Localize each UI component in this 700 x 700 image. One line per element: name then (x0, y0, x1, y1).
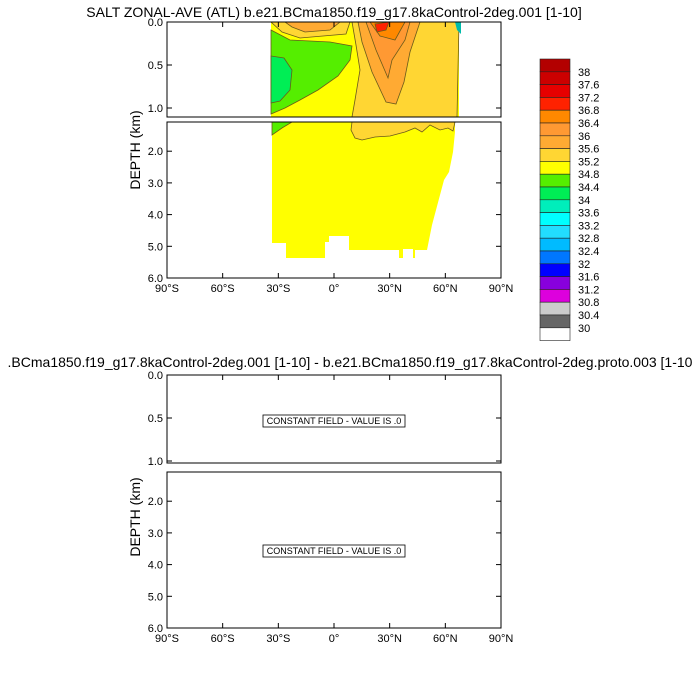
contour-fill-34.8 (270, 29, 353, 115)
colorbar-label: 37.6 (578, 80, 599, 92)
annotation-box (262, 414, 406, 428)
colorbar-label: 36 (578, 131, 590, 143)
colorbar-label: 32 (578, 259, 590, 271)
contour-field (269, 21, 461, 258)
colorbar: 3837.637.236.836.43635.635.234.834.43433… (539, 58, 599, 341)
axes: 90°S 60°S 30°S 0° 30°N 60°N 90°N 0.0 0.5 1.0 2.0 3.… (148, 370, 514, 645)
x-tick-label: 60°S (211, 283, 235, 295)
colorbar-label: 36.8 (578, 105, 599, 117)
y-tick-label: 0.5 (148, 413, 163, 425)
colorbar-box (539, 199, 571, 213)
colorbar-box (539, 186, 571, 201)
colorbar-label: 35.2 (578, 156, 599, 168)
y-tick-label: 5.0 (148, 591, 163, 603)
y-tick-label: 3.0 (148, 528, 163, 540)
colorbar-box (539, 225, 571, 239)
colorbar-label: 35.6 (578, 144, 599, 156)
plot-title: .BCma1850.f19_g17.8kaControl-2deg.001 [1… (8, 354, 693, 370)
colorbar-box (539, 71, 571, 85)
x-tick-label: 90°S (155, 633, 179, 645)
colorbar-label: 37.2 (578, 92, 599, 104)
colorbar-label: 33.6 (578, 208, 599, 220)
x-tick-label: 90°N (489, 283, 514, 295)
constant-field-annotation: CONSTANT FIELD - VALUE IS .0 (267, 546, 402, 556)
colorbar-label: 31.2 (578, 284, 599, 296)
y-tick-label: 3.0 (148, 178, 163, 190)
y-tick-label: 0.5 (148, 60, 163, 72)
y-tick-label: 0.0 (148, 17, 163, 29)
colorbar-box (539, 58, 571, 73)
y-tick-label: 4.0 (148, 210, 163, 222)
colorbar-label: 32.4 (578, 246, 599, 258)
colorbar-box (539, 173, 571, 188)
colorbar-box (539, 250, 571, 265)
colorbar-box (539, 289, 571, 303)
colorbar-box (539, 237, 571, 252)
colorbar-box (539, 97, 571, 111)
colorbar-label: 34.4 (578, 182, 599, 194)
x-tick-label: 0° (329, 283, 340, 295)
x-tick-label: 90°S (155, 283, 179, 295)
colorbar-box (539, 161, 571, 175)
y-tick-label: 1.0 (148, 456, 163, 468)
x-tick-label: 30°N (377, 283, 402, 295)
colorbar-label: 32.8 (578, 233, 599, 245)
y-tick-label: 2.0 (148, 146, 163, 158)
x-tick-label: 30°S (266, 633, 290, 645)
colorbar-label: 30.4 (578, 310, 599, 322)
contour-fill-35.6-deep (350, 121, 456, 141)
difference-plot: .BCma1850.f19_g17.8kaControl-2deg.001 [1… (8, 354, 693, 645)
x-tick-label: 60°N (433, 283, 458, 295)
colorbar-label: 34 (578, 195, 590, 207)
colorbar-box (539, 212, 571, 226)
contour-fill-34.4 (270, 55, 293, 104)
colorbar-box (539, 135, 571, 149)
constant-field-annotation: CONSTANT FIELD - VALUE IS .0 (267, 416, 402, 426)
colorbar-label: 30 (578, 323, 590, 335)
colorbar-box (539, 148, 571, 162)
axes: 90°S 60°S 30°S 0° 30°N 60°N 90°N 0.0 0.5 1.0 2.0 3.… (148, 17, 514, 295)
x-tick-label: 30°N (377, 633, 402, 645)
colorbar-label: 34.8 (578, 169, 599, 181)
colorbar-box (539, 122, 571, 137)
y-tick-label: 5.0 (148, 241, 163, 253)
colorbar-box (539, 301, 571, 316)
colorbar-box (539, 276, 571, 290)
x-tick-label: 60°N (433, 633, 458, 645)
colorbar-label: 30.8 (578, 297, 599, 309)
x-tick-label: 0° (329, 633, 340, 645)
y-axis-label: DEPTH (km) (127, 477, 143, 556)
annotation-box (262, 544, 406, 558)
colorbar-label: 38 (578, 67, 590, 79)
plot-title: SALT ZONAL-AVE (ATL) b.e21.BCma1850.f19_… (86, 4, 581, 20)
x-tick-label: 60°S (211, 633, 235, 645)
y-axis-label: DEPTH (km) (127, 110, 143, 189)
contour-fill-35.2-deep (272, 122, 455, 258)
colorbar-box (539, 84, 571, 98)
colorbar-box (539, 327, 571, 341)
contour-fill-low-edge (455, 22, 461, 34)
colorbar-box (539, 314, 571, 329)
colorbar-box (539, 263, 571, 277)
y-tick-label: 1.0 (148, 103, 163, 115)
y-tick-label: 2.0 (148, 496, 163, 508)
contour-fill-37.2 (374, 21, 390, 33)
y-tick-label: 6.0 (148, 623, 163, 635)
x-tick-label: 30°S (266, 283, 290, 295)
salinity-plot: SALT ZONAL-AVE (ATL) b.e21.BCma1850.f19_… (86, 4, 599, 341)
colorbar-box (539, 109, 571, 124)
colorbar-label: 33.2 (578, 220, 599, 232)
colorbar-label: 31.6 (578, 272, 599, 284)
x-tick-label: 90°N (489, 633, 514, 645)
y-tick-label: 4.0 (148, 560, 163, 572)
y-tick-label: 0.0 (148, 370, 163, 382)
colorbar-label: 36.4 (578, 118, 599, 130)
y-tick-label: 6.0 (148, 273, 163, 285)
